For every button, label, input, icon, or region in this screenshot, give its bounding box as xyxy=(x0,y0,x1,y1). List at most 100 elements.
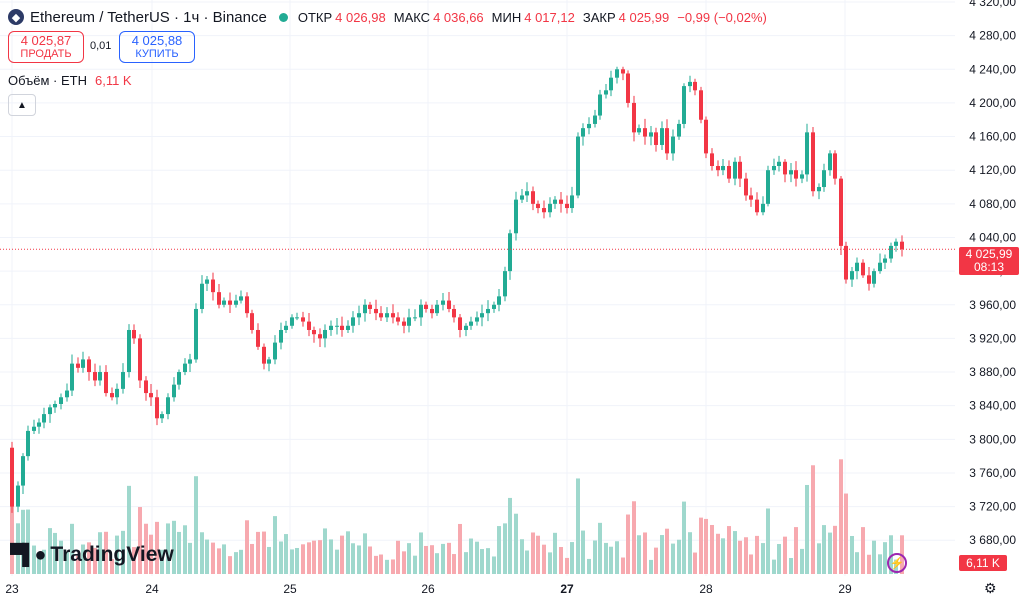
spread-value: 0,01 xyxy=(90,40,112,52)
gear-icon[interactable]: ⚙ xyxy=(984,580,997,596)
volume-bar xyxy=(166,523,170,574)
volume-bar xyxy=(284,534,288,574)
candle-body xyxy=(402,321,406,326)
candle-body xyxy=(200,283,204,309)
candle-body xyxy=(671,136,675,154)
volume-bar xyxy=(104,531,108,574)
volume-bar xyxy=(87,542,91,574)
volume-legend-value: 6,11 K xyxy=(94,73,132,88)
volume-bar xyxy=(576,478,580,574)
candle-body xyxy=(144,380,148,394)
candle-body xyxy=(65,390,69,398)
volume-bar xyxy=(531,532,535,574)
volume-bar xyxy=(861,527,865,574)
candle-body xyxy=(48,407,52,415)
volume-bar xyxy=(811,465,815,574)
candle-body xyxy=(98,372,102,381)
volume-bar xyxy=(475,541,479,574)
volume-bar xyxy=(318,540,322,574)
volume-bar xyxy=(10,485,14,574)
candle-body xyxy=(565,203,569,209)
candle-body xyxy=(10,447,14,507)
volume-bar xyxy=(110,559,114,574)
volume-bar xyxy=(497,526,501,574)
candle-body xyxy=(733,161,737,179)
volume-bar xyxy=(42,549,46,574)
candle-body xyxy=(407,317,411,326)
candle-body xyxy=(93,372,97,381)
volume-bar xyxy=(733,531,737,574)
volume-bar xyxy=(256,531,260,574)
price-tick-label: 3 720,00 xyxy=(969,500,1016,514)
candle-body xyxy=(138,338,142,381)
candle-body xyxy=(817,187,821,192)
candle-body xyxy=(396,317,400,322)
candle-body xyxy=(783,161,787,175)
volume-bar xyxy=(654,547,658,574)
volume-bar xyxy=(766,508,770,574)
price-tick-label: 4 160,00 xyxy=(969,130,1016,144)
volume-bar xyxy=(548,552,552,574)
candle-body xyxy=(26,430,30,457)
sell-button[interactable]: 4 025,87 ПРОДАТЬ xyxy=(8,31,84,63)
time-tick-label: 25 xyxy=(283,582,297,596)
volume-bar xyxy=(391,559,395,574)
volume-bar xyxy=(626,514,630,574)
candle-body xyxy=(87,359,91,373)
candle-body xyxy=(632,102,636,133)
buy-button[interactable]: 4 025,88 КУПИТЬ xyxy=(119,31,195,63)
candle-body xyxy=(59,397,63,404)
candle-body xyxy=(693,81,697,91)
volume-bar xyxy=(828,532,832,574)
collapse-legend-button[interactable]: ▲ xyxy=(8,94,36,116)
price-tick-label: 3 960,00 xyxy=(969,298,1016,312)
symbol-title[interactable]: Ethereum / TetherUS · 1ч · Binance xyxy=(30,8,267,26)
tradingview-mark-icon: ▀▌● xyxy=(10,543,46,566)
candle-body xyxy=(149,393,153,398)
volume-bar xyxy=(351,543,355,574)
candle-body xyxy=(777,161,781,166)
candle-body xyxy=(755,199,759,213)
volume-bar xyxy=(335,549,339,574)
volume-bar xyxy=(385,559,389,574)
candle-body xyxy=(121,372,125,389)
volume-bar xyxy=(228,556,232,574)
volume-bar xyxy=(716,533,720,574)
candle-body xyxy=(833,153,837,179)
candle-body xyxy=(318,334,322,339)
candle-body xyxy=(738,161,742,179)
volume-bar xyxy=(307,542,311,574)
volume-bar xyxy=(329,539,333,574)
price-tick-label: 3 760,00 xyxy=(969,466,1016,480)
volume-bar xyxy=(525,550,529,574)
volume-bar xyxy=(172,520,176,574)
volume-bar xyxy=(70,523,74,574)
candle-body xyxy=(368,304,372,309)
tradingview-logo[interactable]: ▀▌● TradingView xyxy=(10,543,174,567)
volume-bar xyxy=(688,532,692,574)
candle-body xyxy=(811,132,815,192)
volume-bar xyxy=(598,522,602,574)
volume-bar xyxy=(26,509,30,574)
volume-bar xyxy=(637,535,641,574)
candle-body xyxy=(115,388,119,398)
candle-body xyxy=(329,325,333,330)
candle-body xyxy=(222,300,226,305)
candle-body xyxy=(335,325,339,327)
candle-body xyxy=(548,203,552,213)
volume-bar xyxy=(76,555,80,574)
candle-body xyxy=(172,384,176,398)
candle-body xyxy=(772,165,776,171)
volume-bar xyxy=(777,544,781,574)
volume-bar xyxy=(368,546,372,574)
volume-bar xyxy=(727,526,731,574)
candle-body xyxy=(525,191,529,196)
candle-body xyxy=(267,359,271,364)
volume-bar xyxy=(789,557,793,574)
candle-body xyxy=(205,279,209,284)
lightning-icon[interactable]: ⚡ xyxy=(887,553,907,573)
candle-body xyxy=(889,245,893,259)
chevron-up-icon: ▲ xyxy=(17,99,27,111)
volume-bar xyxy=(559,547,563,574)
